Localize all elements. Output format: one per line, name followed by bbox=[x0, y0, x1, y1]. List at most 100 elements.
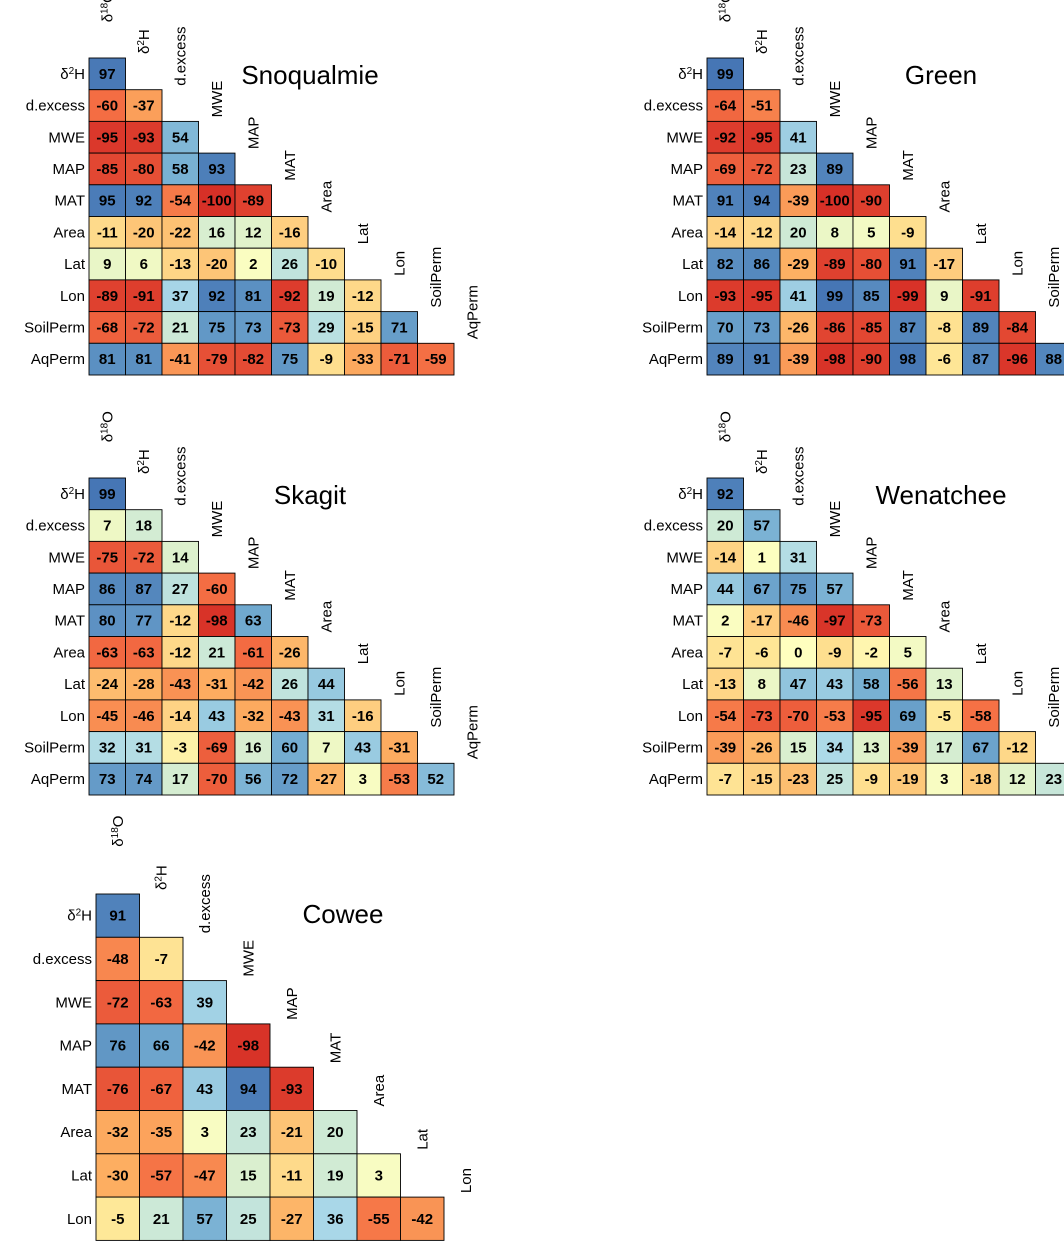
column-label: Lat bbox=[973, 223, 990, 245]
row-label: Lon bbox=[67, 1211, 92, 1228]
heatmap-cell bbox=[125, 762, 163, 796]
cell-value: 70 bbox=[717, 319, 734, 336]
heatmap-cell bbox=[313, 1196, 358, 1241]
cell-value: 60 bbox=[281, 739, 298, 756]
cell-value: 20 bbox=[790, 224, 807, 241]
cell-value: -84 bbox=[1006, 319, 1028, 336]
heatmap-cell bbox=[198, 667, 236, 701]
column-label: d.excess bbox=[790, 26, 807, 85]
cell-value: -12 bbox=[169, 613, 191, 630]
cell-value: 21 bbox=[153, 1211, 170, 1228]
cell-value: -60 bbox=[206, 581, 228, 598]
cell-value: 20 bbox=[327, 1124, 344, 1141]
cell-value: 29 bbox=[318, 319, 335, 336]
cell-value: -16 bbox=[352, 708, 374, 725]
heatmap-cell bbox=[139, 1196, 184, 1241]
cell-value: 9 bbox=[103, 256, 111, 273]
column-label: Lon bbox=[1009, 251, 1026, 276]
column-label: Lat bbox=[973, 643, 990, 665]
cell-value: -95 bbox=[96, 129, 118, 146]
cell-value: -46 bbox=[787, 613, 809, 630]
cell-value: 6 bbox=[140, 256, 148, 273]
heatmap-cell bbox=[139, 1153, 184, 1198]
heatmap-cell bbox=[182, 1023, 227, 1068]
heatmap-cell bbox=[234, 667, 272, 701]
cell-value: -48 bbox=[107, 951, 129, 968]
cell-value: 80 bbox=[99, 613, 116, 630]
cell-value: -92 bbox=[279, 288, 301, 305]
cell-value: 99 bbox=[717, 66, 734, 83]
heatmap-cell bbox=[889, 247, 927, 281]
cell-value: -95 bbox=[860, 708, 882, 725]
row-label: Lon bbox=[60, 288, 85, 305]
column-label: MAT bbox=[327, 1033, 344, 1064]
cell-value: 75 bbox=[281, 351, 298, 368]
heatmap-cell bbox=[706, 184, 744, 217]
heatmap-cell bbox=[88, 279, 126, 313]
row-label: MWE bbox=[48, 129, 85, 146]
cell-value: -60 bbox=[96, 98, 118, 115]
cell-value: 63 bbox=[245, 613, 262, 630]
cell-value: 44 bbox=[717, 581, 734, 598]
cell-value: -39 bbox=[787, 193, 809, 210]
row-label: Area bbox=[53, 644, 85, 661]
heatmap-cell bbox=[88, 247, 126, 281]
row-label: MWE bbox=[666, 549, 703, 566]
cell-value: -46 bbox=[133, 708, 155, 725]
panel-snoqualmie: Snoqualmie δ2H 97 d.excess -60 -37 MWE -95 -93 54… bbox=[24, 0, 481, 376]
heatmap-cell bbox=[816, 572, 854, 606]
cell-value: -27 bbox=[281, 1211, 303, 1228]
column-label: SoilPerm bbox=[428, 247, 445, 308]
heatmap-cell bbox=[234, 636, 272, 669]
cell-value: -95 bbox=[751, 129, 773, 146]
cell-value: 23 bbox=[790, 161, 807, 178]
cell-value: 15 bbox=[790, 739, 807, 756]
cell-value: -17 bbox=[751, 613, 773, 630]
cell-value: 13 bbox=[863, 739, 880, 756]
cell-value: 17 bbox=[936, 739, 953, 756]
heatmap-cell bbox=[307, 762, 345, 796]
cell-value: 41 bbox=[790, 288, 807, 305]
cell-value: 92 bbox=[135, 193, 152, 210]
row-label: d.excess bbox=[644, 98, 703, 115]
heatmap-cell bbox=[400, 1196, 445, 1241]
heatmap-cell bbox=[816, 279, 854, 313]
cell-value: -64 bbox=[714, 98, 736, 115]
cell-value: 99 bbox=[826, 288, 843, 305]
row-label: MAP bbox=[59, 1038, 92, 1055]
cell-value: 39 bbox=[196, 994, 213, 1011]
cell-value: -6 bbox=[938, 351, 951, 368]
cell-value: 67 bbox=[972, 739, 989, 756]
row-label: δ2H bbox=[60, 485, 85, 503]
cell-value: 12 bbox=[245, 224, 262, 241]
cell-value: 82 bbox=[717, 256, 734, 273]
heatmap-cell bbox=[307, 247, 345, 281]
heatmap-cell bbox=[161, 540, 199, 574]
cell-value: 73 bbox=[245, 319, 262, 336]
cell-value: -73 bbox=[751, 708, 773, 725]
heatmap-cell bbox=[889, 279, 927, 313]
cell-value: 18 bbox=[135, 518, 152, 535]
cell-value: 72 bbox=[281, 771, 298, 788]
row-label: SoilPerm bbox=[642, 739, 703, 756]
cell-value: -67 bbox=[150, 1081, 172, 1098]
heatmap-cell bbox=[125, 540, 163, 574]
heatmap-cell bbox=[234, 216, 272, 249]
column-label: δ18O bbox=[109, 816, 127, 847]
cell-value: -16 bbox=[279, 224, 301, 241]
row-label: MAP bbox=[52, 161, 85, 178]
cell-value: 21 bbox=[208, 644, 225, 661]
cell-value: 57 bbox=[196, 1211, 213, 1228]
cell-value: -93 bbox=[714, 288, 736, 305]
heatmap-cell bbox=[269, 1196, 314, 1241]
cell-value: -14 bbox=[714, 224, 736, 241]
cell-value: -29 bbox=[787, 256, 809, 273]
heatmap-cell bbox=[234, 699, 272, 733]
cell-value: -63 bbox=[133, 644, 155, 661]
panel-title: Wenatchee bbox=[875, 480, 1006, 510]
heatmap-cell bbox=[962, 699, 1000, 733]
cell-value: -39 bbox=[787, 351, 809, 368]
cell-value: -93 bbox=[133, 129, 155, 146]
heatmap-cell bbox=[198, 604, 236, 637]
